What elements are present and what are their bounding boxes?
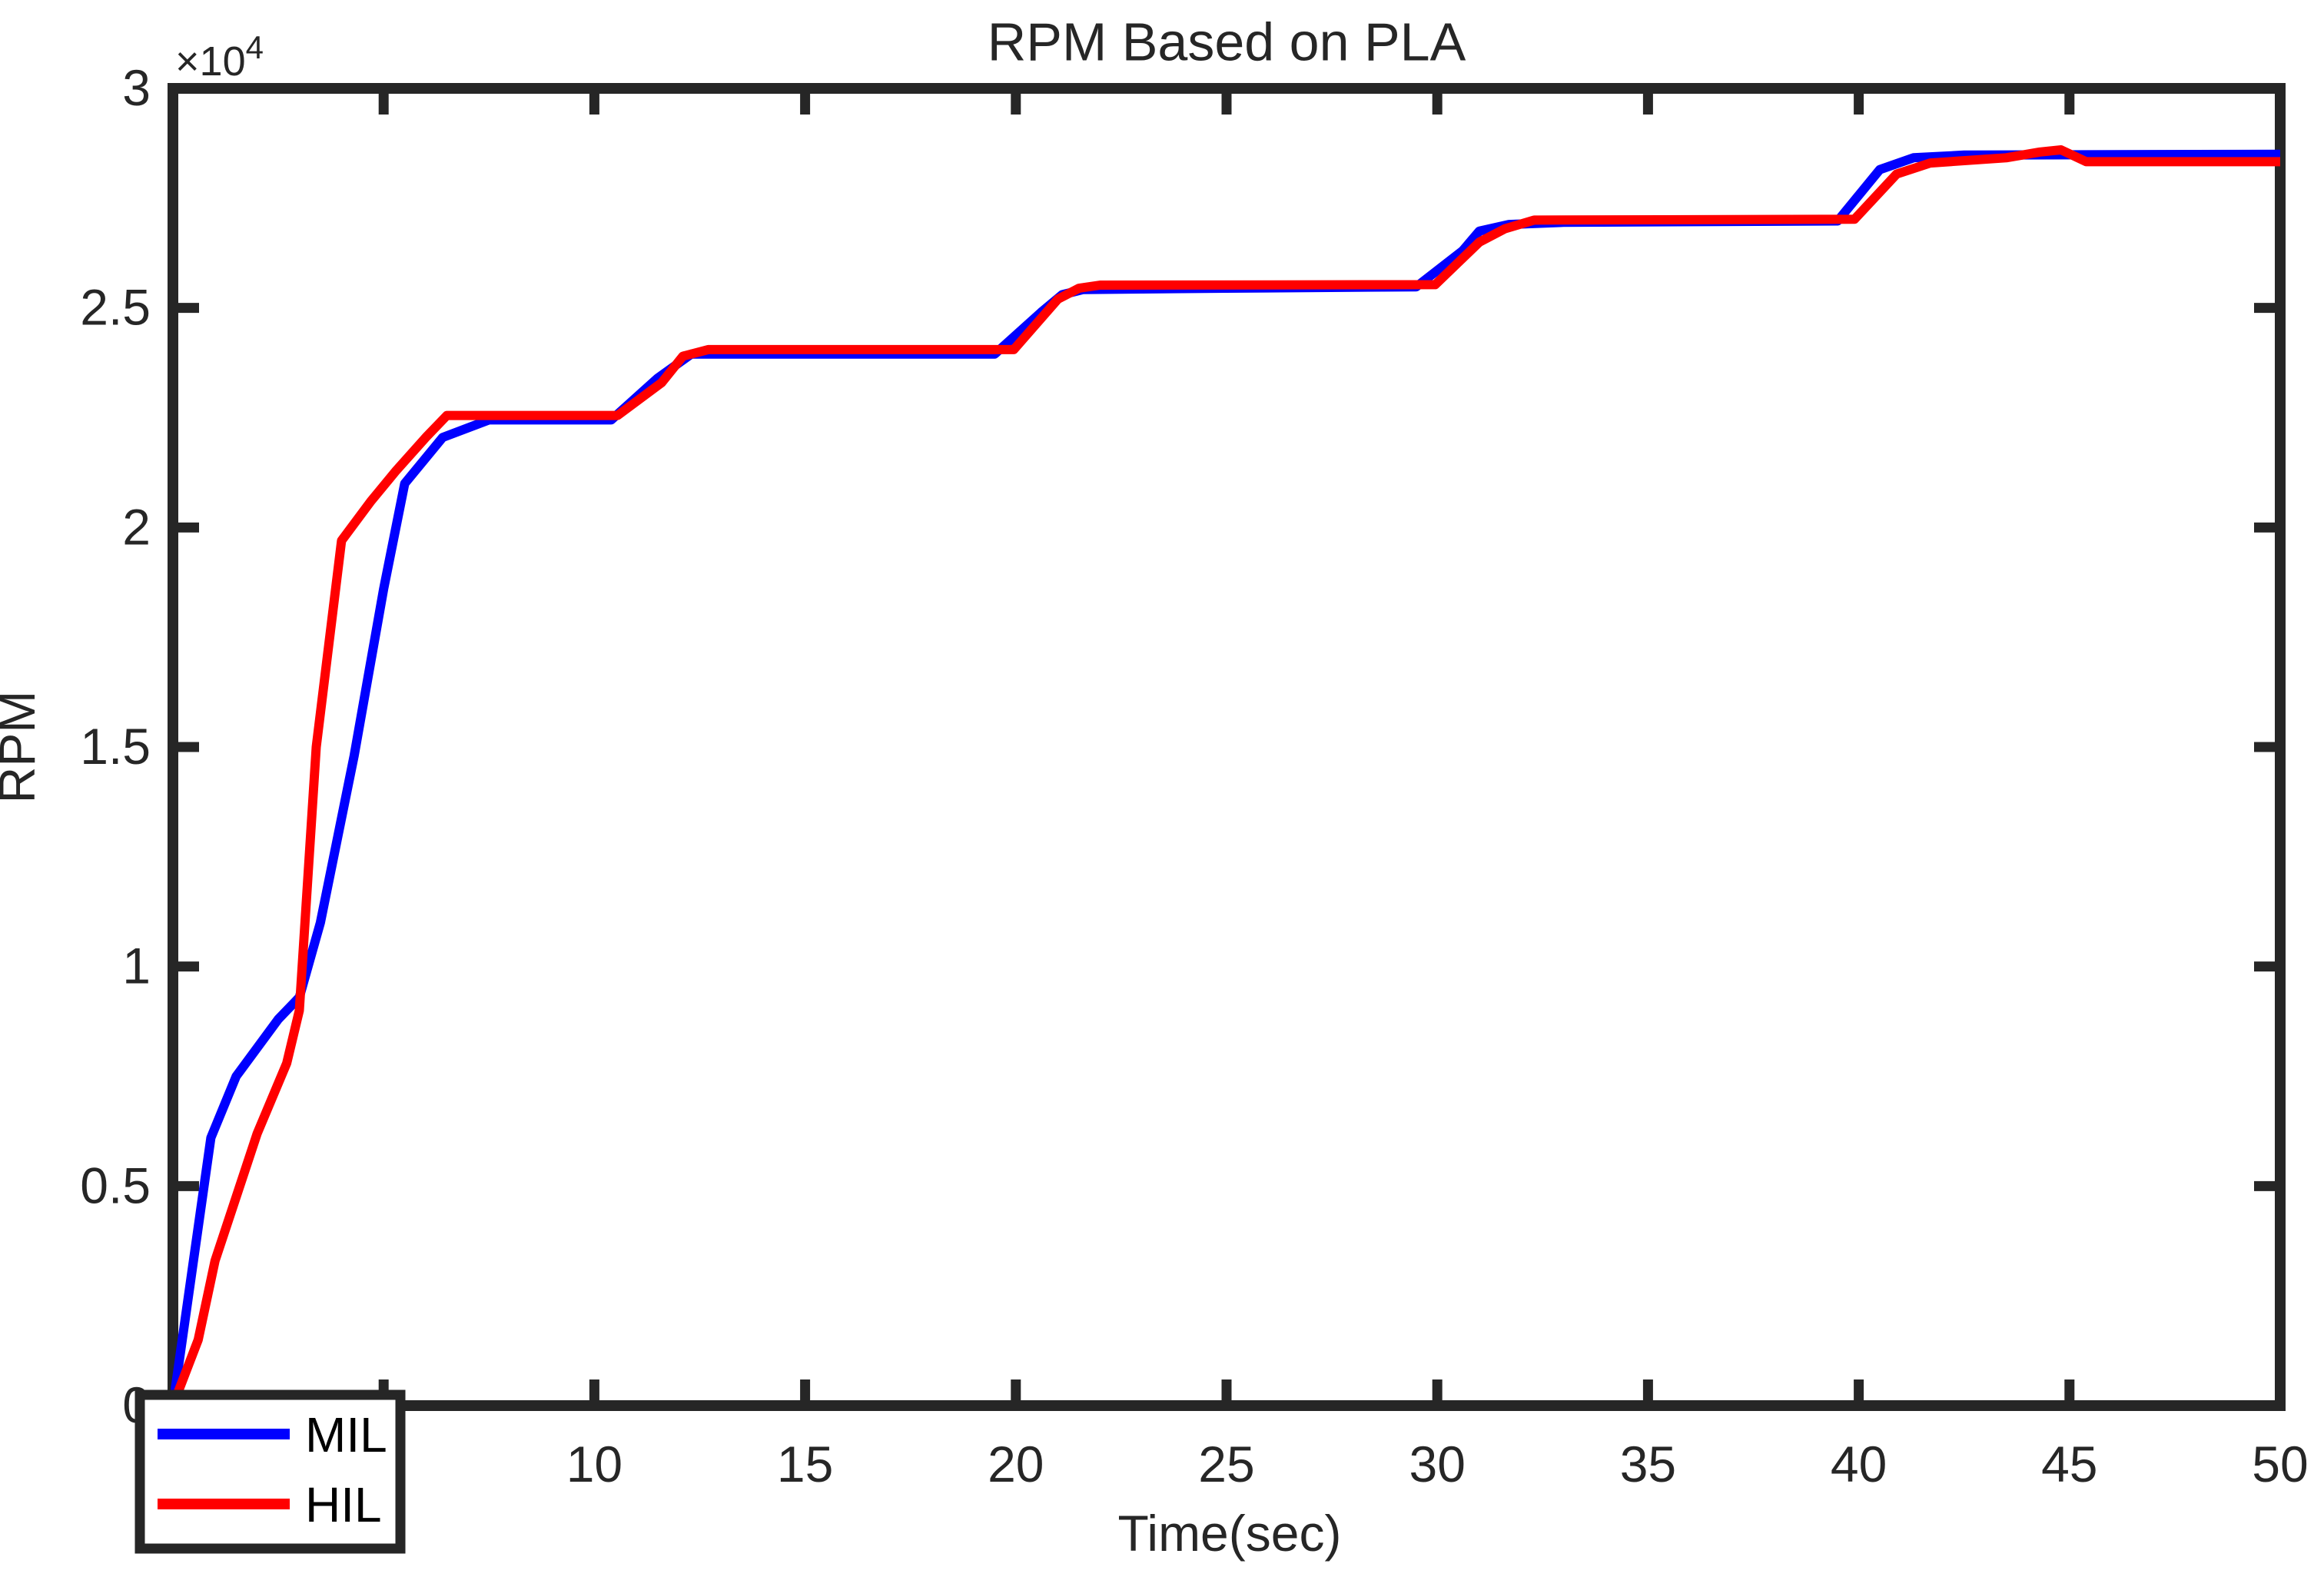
y-tick-label: 0.5: [80, 1157, 151, 1213]
x-tick-label: 15: [777, 1436, 833, 1492]
x-tick-label: 50: [2252, 1436, 2308, 1492]
x-tick-label: 45: [2041, 1436, 2097, 1492]
x-tick-label: 20: [988, 1436, 1044, 1492]
mil-line: [168, 149, 2281, 1406]
legend-label-hil: HIL: [305, 1477, 382, 1532]
y-tick-label: 2.5: [80, 279, 151, 336]
hil-line: [168, 145, 2280, 1408]
y-tick-label: 1.5: [80, 718, 151, 775]
y-axis-exponent: ×104: [175, 29, 264, 85]
x-tick-label: 35: [1620, 1436, 1676, 1492]
y-tick-label: 2: [122, 498, 151, 555]
x-tick-label: 30: [1409, 1436, 1465, 1492]
x-axis-label: Time(sec): [1118, 1505, 1342, 1562]
axis-ticks: [168, 83, 2286, 1411]
x-tick-label: 10: [566, 1436, 622, 1492]
data-curves: [168, 145, 2281, 1408]
legend-box: [134, 1389, 406, 1554]
legend-label-mil: MIL: [305, 1407, 387, 1462]
y-tick-label: 3: [122, 59, 151, 116]
chart-title: RPM Based on PLA: [988, 12, 1466, 71]
axis-tick-labels: 10152025303540455000.511.522.53: [80, 59, 2308, 1492]
legend: MIL HIL: [134, 1389, 406, 1554]
x-tick-label: 40: [1831, 1436, 1887, 1492]
y-axis-label: RPM: [0, 691, 45, 804]
x-tick-label: 25: [1198, 1436, 1254, 1492]
y-tick-label: 1: [122, 938, 151, 994]
